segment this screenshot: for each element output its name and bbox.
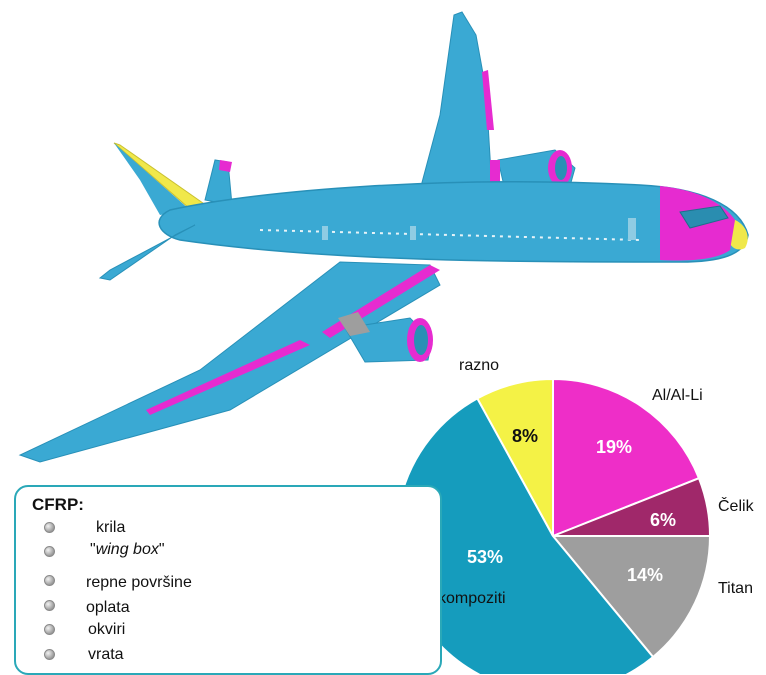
airliner-icon <box>18 11 749 463</box>
list-item-text: oplata <box>86 599 130 616</box>
slice-value-kompoziti: 53% <box>467 547 504 567</box>
slice-label-razno: razno <box>459 357 500 374</box>
list-item-text: okviri <box>88 621 126 638</box>
pie-slice-titan <box>550 535 712 659</box>
list-item: oplata <box>16 595 316 617</box>
wing-box-text: wing box <box>95 541 159 558</box>
list-item-text: krila <box>96 519 126 536</box>
list-item: vrata <box>16 644 316 666</box>
list-item: krila <box>16 517 316 539</box>
round-bullet-icon <box>44 600 55 611</box>
round-bullet-icon <box>44 649 55 660</box>
quote-open: " <box>90 541 96 558</box>
list-item: "wing box" <box>16 541 316 563</box>
list-item-text: vrata <box>88 646 124 663</box>
round-bullet-icon <box>44 624 55 635</box>
list-item: okviri <box>16 619 316 641</box>
slice-label-celik: Čelik <box>718 498 754 515</box>
quote-close: " <box>158 541 165 558</box>
slice-value-razno: 8% <box>512 426 539 446</box>
list-item: repne površine <box>16 570 316 592</box>
slice-value-titan: 14% <box>627 565 664 585</box>
slice-value-al-al-li: 19% <box>596 437 633 457</box>
round-bullet-icon <box>44 522 55 533</box>
slice-value-celik: 6% <box>650 510 677 530</box>
pie-slice-al-al-li <box>552 377 701 538</box>
round-bullet-icon <box>44 546 55 557</box>
slice-label-al-al-li: Al/Al-Li <box>652 387 703 404</box>
cfrp-title: CFRP: <box>32 495 84 514</box>
cfrp-list-box: CFRP: krila "wing box" repne površine op… <box>14 485 442 675</box>
slice-label-titan: Titan <box>718 580 753 597</box>
pie-slice-razno <box>476 377 554 537</box>
list-item-text: repne površine <box>86 574 192 591</box>
slice-label-kompoziti: kompoziti <box>438 590 506 607</box>
round-bullet-icon <box>44 575 55 586</box>
list-item-text: "wing box" <box>90 541 165 559</box>
